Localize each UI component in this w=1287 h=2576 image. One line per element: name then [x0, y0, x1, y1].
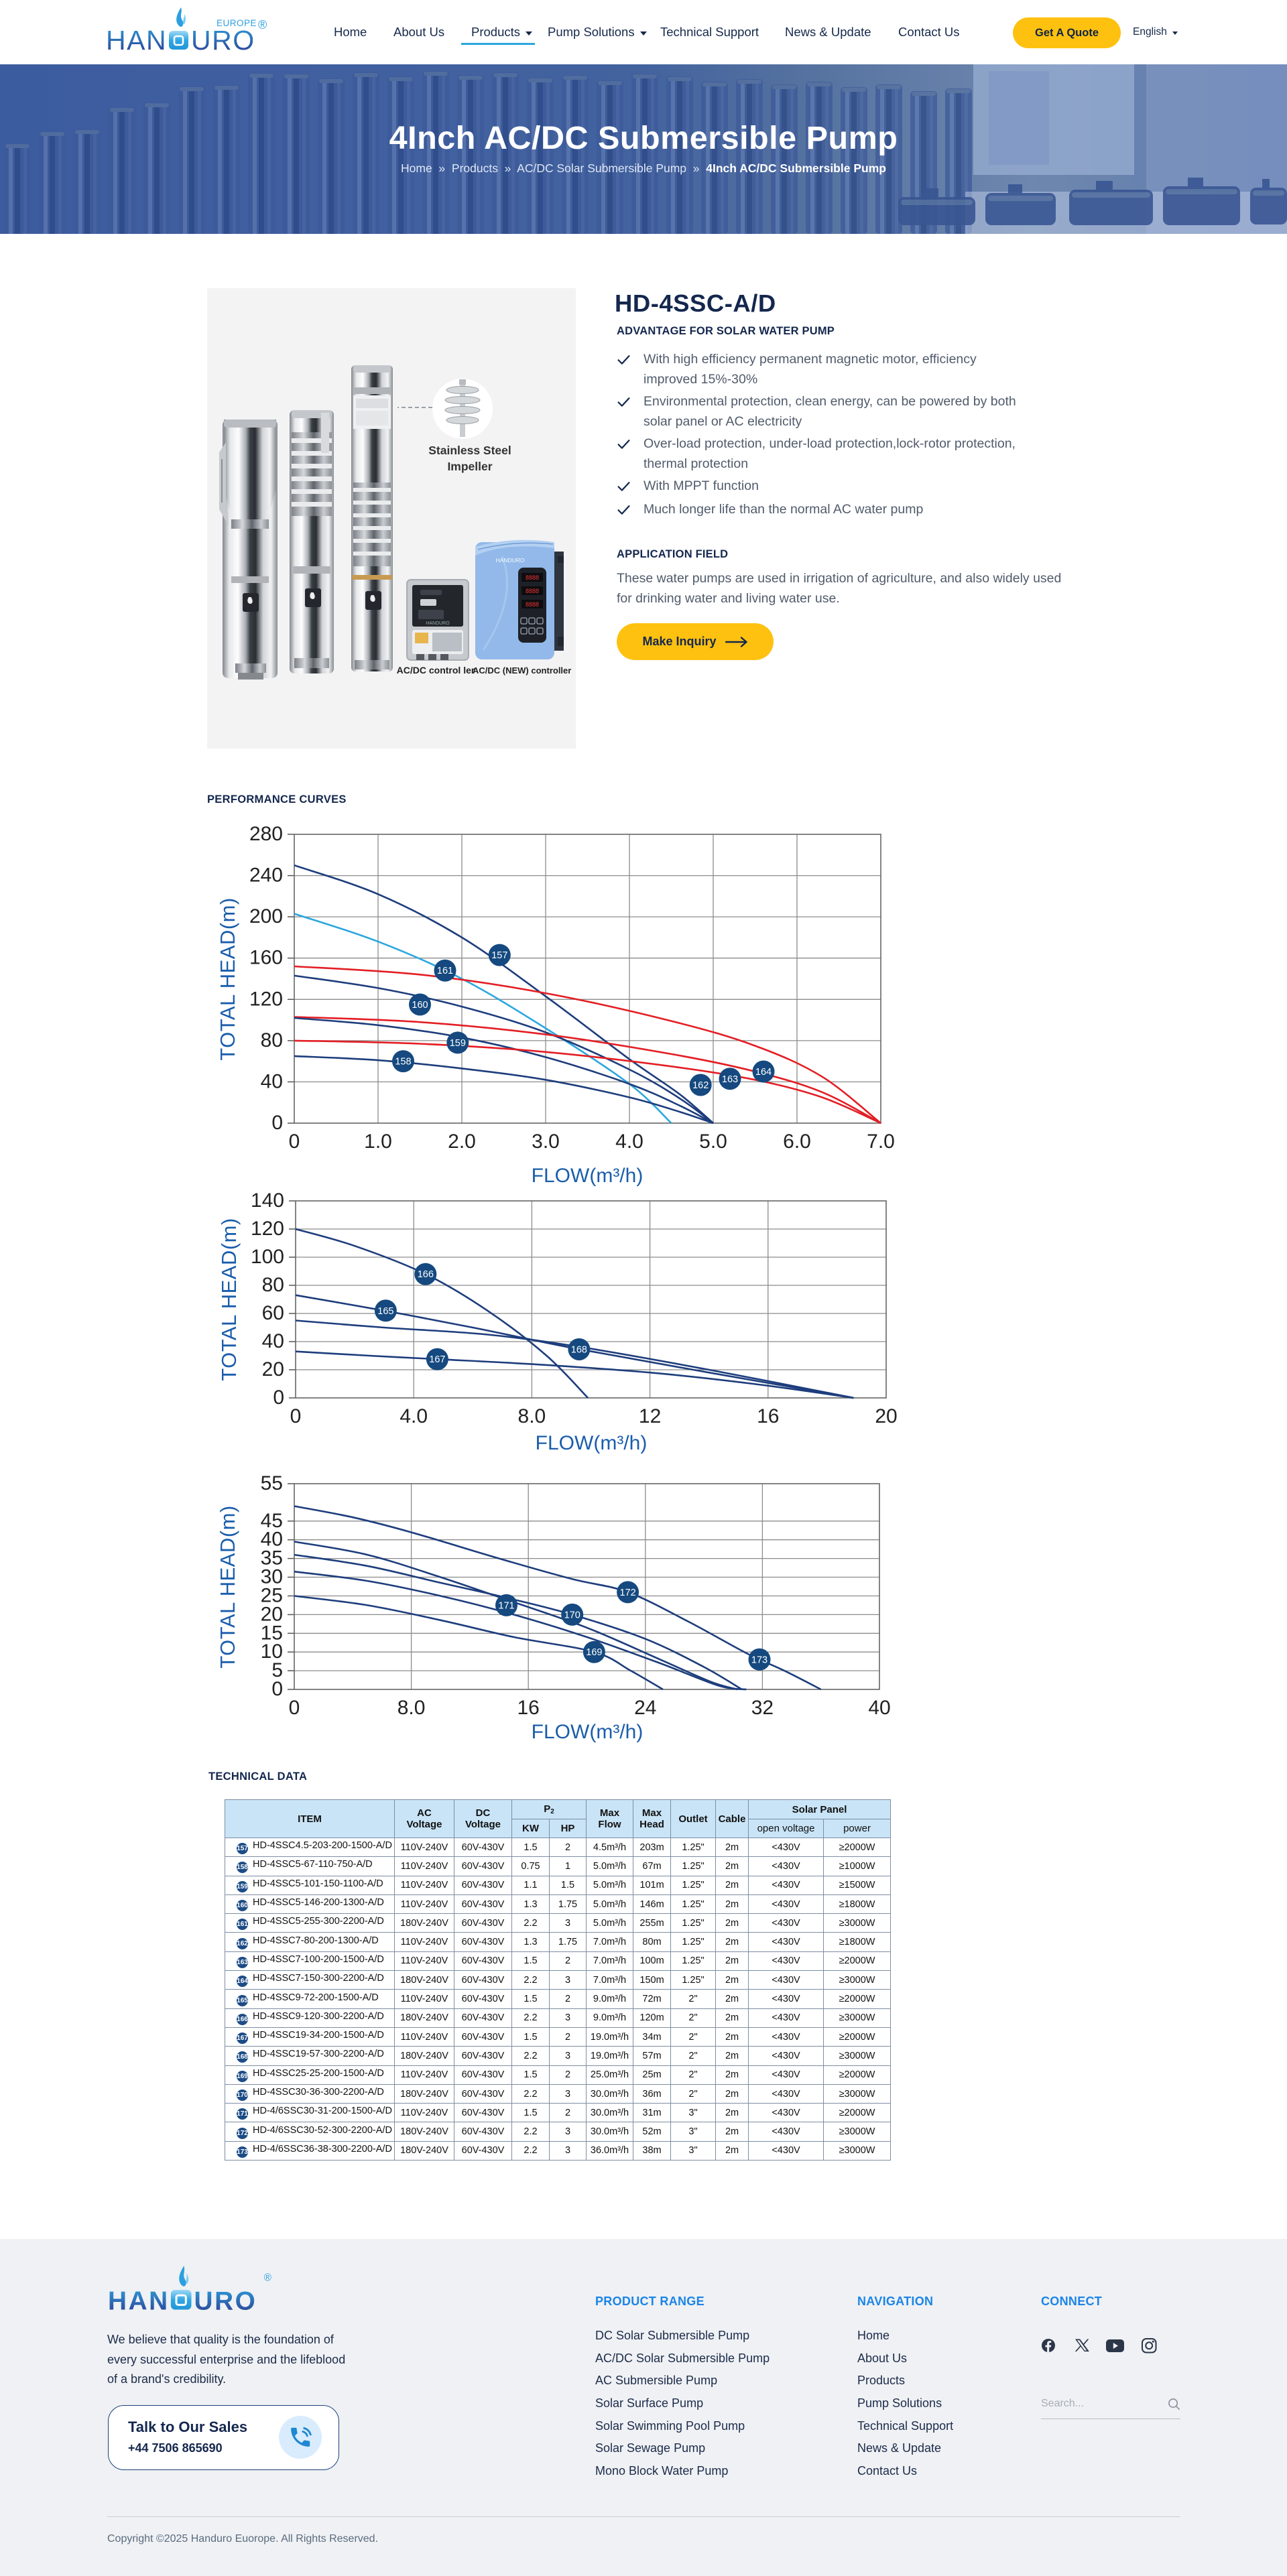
svg-text:TOTAL HEAD(m): TOTAL HEAD(m) — [216, 897, 239, 1061]
svg-text:80: 80 — [261, 1029, 283, 1051]
svg-text:4.0: 4.0 — [400, 1405, 428, 1427]
svg-text:AC/DC (NEW) controller: AC/DC (NEW) controller — [473, 665, 571, 675]
svg-text:1.0: 1.0 — [364, 1131, 392, 1153]
svg-text:172: 172 — [619, 1588, 635, 1598]
svg-text:140: 140 — [251, 1192, 284, 1212]
svg-text:URO: URO — [191, 25, 255, 56]
svg-text:8888: 8888 — [526, 574, 539, 581]
svg-text:2.0: 2.0 — [448, 1131, 476, 1153]
svg-text:16: 16 — [517, 1697, 540, 1719]
svg-text:8.0: 8.0 — [397, 1697, 426, 1719]
svg-text:Impeller: Impeller — [447, 460, 492, 473]
svg-text:URO: URO — [194, 2287, 257, 2316]
svg-text:60: 60 — [262, 1302, 284, 1324]
svg-text:4.0: 4.0 — [615, 1131, 644, 1153]
svg-text:®: ® — [258, 18, 267, 31]
svg-text:TOTAL HEAD(m): TOTAL HEAD(m) — [217, 1218, 241, 1381]
svg-text:167: 167 — [429, 1354, 445, 1365]
svg-text:Stainless Steel: Stainless Steel — [428, 444, 511, 457]
svg-text:8888: 8888 — [526, 601, 539, 608]
svg-text:0: 0 — [289, 1697, 300, 1719]
svg-text:170: 170 — [564, 1610, 580, 1620]
svg-text:45: 45 — [261, 1510, 283, 1532]
svg-text:0: 0 — [271, 1112, 283, 1134]
svg-text:120: 120 — [251, 1218, 284, 1240]
svg-text:32: 32 — [751, 1697, 774, 1719]
svg-text:168: 168 — [571, 1345, 587, 1356]
svg-text:100: 100 — [251, 1246, 284, 1268]
svg-text:24: 24 — [634, 1697, 656, 1719]
svg-text:0: 0 — [290, 1405, 302, 1427]
svg-text:171: 171 — [498, 1600, 514, 1611]
svg-text:15: 15 — [261, 1622, 283, 1644]
svg-text:0: 0 — [271, 1678, 283, 1700]
svg-text:3.0: 3.0 — [532, 1131, 560, 1153]
svg-text:HANDURO: HANDURO — [496, 557, 525, 564]
svg-text:5.0: 5.0 — [699, 1131, 727, 1153]
svg-text:20: 20 — [262, 1358, 284, 1380]
svg-text:0: 0 — [273, 1387, 284, 1409]
svg-text:40: 40 — [261, 1529, 283, 1551]
svg-text:EUROPE: EUROPE — [217, 18, 257, 28]
svg-text:169: 169 — [586, 1647, 602, 1658]
svg-text:20: 20 — [261, 1603, 283, 1625]
svg-text:163: 163 — [722, 1074, 738, 1085]
svg-text:280: 280 — [249, 825, 283, 845]
svg-text:8.0: 8.0 — [518, 1405, 546, 1427]
svg-text:40: 40 — [868, 1697, 890, 1719]
svg-text:10: 10 — [261, 1640, 283, 1663]
svg-text:162: 162 — [692, 1080, 709, 1091]
svg-text:240: 240 — [249, 864, 283, 887]
svg-text:HAN: HAN — [106, 25, 167, 56]
svg-text:FLOW(m³/h): FLOW(m³/h) — [532, 1165, 644, 1187]
svg-text:8888: 8888 — [526, 588, 539, 594]
svg-text:40: 40 — [262, 1330, 284, 1352]
svg-text:200: 200 — [249, 905, 283, 927]
svg-text:165: 165 — [377, 1306, 393, 1317]
svg-text:HANDURO: HANDURO — [426, 621, 450, 626]
svg-text:160: 160 — [412, 1000, 428, 1011]
svg-text:6.0: 6.0 — [783, 1131, 811, 1153]
svg-text:FLOW(m³/h): FLOW(m³/h) — [532, 1721, 644, 1743]
svg-text:7.0: 7.0 — [867, 1131, 895, 1153]
svg-text:®: ® — [264, 2272, 272, 2284]
svg-text:20: 20 — [875, 1405, 897, 1427]
svg-text:55: 55 — [261, 1474, 283, 1494]
svg-text:AC/DC control ler: AC/DC control ler — [397, 665, 475, 675]
svg-text:160: 160 — [249, 947, 283, 969]
svg-text:173: 173 — [751, 1655, 768, 1665]
svg-text:164: 164 — [755, 1067, 772, 1078]
svg-text:FLOW(m³/h): FLOW(m³/h) — [536, 1432, 648, 1454]
svg-text:0: 0 — [289, 1131, 300, 1153]
svg-text:30: 30 — [261, 1566, 283, 1588]
svg-text:166: 166 — [418, 1269, 434, 1280]
svg-text:16: 16 — [757, 1405, 779, 1427]
svg-text:40: 40 — [261, 1070, 283, 1092]
svg-text:12: 12 — [639, 1405, 661, 1427]
svg-text:HAN: HAN — [108, 2287, 170, 2316]
svg-text:25: 25 — [261, 1585, 283, 1607]
svg-text:120: 120 — [249, 988, 283, 1010]
svg-text:TOTAL HEAD(m): TOTAL HEAD(m) — [216, 1505, 239, 1669]
svg-text:35: 35 — [261, 1547, 283, 1569]
svg-text:161: 161 — [437, 966, 453, 976]
svg-text:157: 157 — [491, 950, 507, 961]
svg-text:158: 158 — [395, 1057, 411, 1068]
svg-text:5: 5 — [271, 1659, 283, 1681]
svg-text:159: 159 — [450, 1038, 466, 1049]
svg-text:80: 80 — [262, 1274, 284, 1296]
